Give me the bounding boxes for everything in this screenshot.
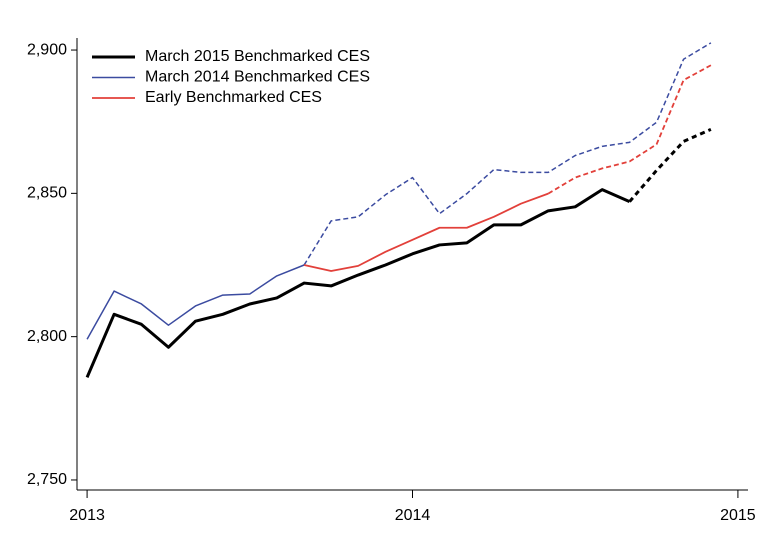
y-tick-label: 2,850 <box>27 185 67 202</box>
line-series <box>628 128 712 203</box>
y-tick-label: 2,900 <box>27 41 67 58</box>
x-tick-label: 2015 <box>720 507 756 524</box>
legend-label: Early Benchmarked CES <box>145 89 322 106</box>
legend-label: March 2014 Benchmarked CES <box>145 69 370 86</box>
x-tick-label: 2013 <box>69 507 105 524</box>
y-tick-label: 2,750 <box>27 471 67 488</box>
line-series <box>303 42 712 266</box>
line-series <box>303 192 549 272</box>
line-series <box>547 64 712 195</box>
y-tick-label: 2,800 <box>27 328 67 345</box>
x-tick-label: 2014 <box>395 507 431 524</box>
legend-label: March 2015 Benchmarked CES <box>145 48 370 65</box>
line-series <box>86 264 305 340</box>
line-series <box>85 188 631 378</box>
